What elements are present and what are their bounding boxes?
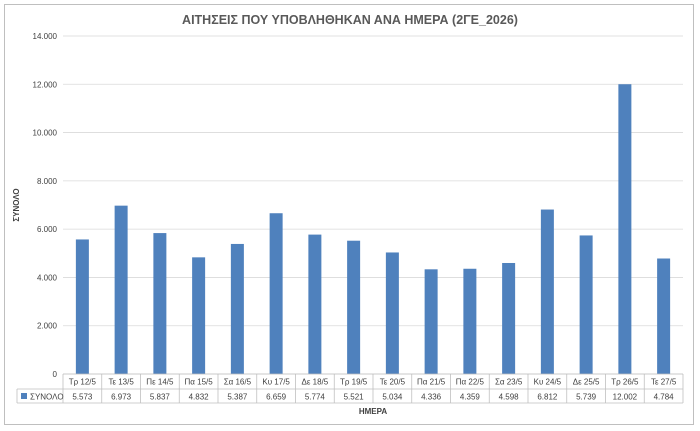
x-tick-label: Πα 15/5 [185, 378, 214, 387]
bar [424, 269, 438, 374]
data-label: 4.359 [460, 393, 481, 402]
x-tick-label: Τρ 19/5 [340, 378, 368, 387]
y-tick-label: 0 [53, 370, 58, 379]
data-label: 6.659 [266, 393, 287, 402]
x-tick-label: Τε 20/5 [380, 378, 406, 387]
bar [114, 205, 128, 374]
bar [269, 213, 283, 374]
x-tick-label: Πε 14/5 [146, 378, 174, 387]
y-tick-label: 6.000 [37, 225, 58, 234]
data-label: 6.812 [537, 393, 558, 402]
data-label: 5.774 [305, 393, 326, 402]
y-axis-ticks: 0 2.000 4.000 6.000 8.000 10.000 12.000 14.000 [33, 32, 58, 379]
x-tick-label: Πα 22/5 [456, 378, 485, 387]
y-tick-label: 4.000 [37, 273, 58, 282]
x-tick-label: Πα 21/5 [417, 378, 446, 387]
data-label: 4.832 [189, 393, 210, 402]
y-tick-label: 12.000 [33, 80, 58, 89]
y-axis-label: ΣΥΝΟΛΟ [12, 188, 21, 221]
x-tick-label: Κυ 24/5 [534, 378, 562, 387]
x-tick-label: Σα 16/5 [224, 378, 252, 387]
y-tick-label: 8.000 [37, 177, 58, 186]
bar [230, 243, 244, 374]
data-table: Τρ 12/5 5.573 Τε 13/5 6.973 Πε 14/5 5.837 Πα 1… [16, 373, 684, 404]
data-label: 4.784 [654, 393, 675, 402]
data-label: 5.034 [382, 393, 403, 402]
data-label: 4.598 [499, 393, 520, 402]
bar [579, 235, 593, 374]
y-tick-label: 2.000 [37, 322, 58, 331]
x-tick-label: Τρ 26/5 [611, 378, 639, 387]
x-axis-label: ΗΜΕΡΑ [359, 407, 388, 416]
bar [385, 252, 399, 374]
x-tick-label: Τε 13/5 [108, 378, 134, 387]
data-label: 5.837 [150, 393, 171, 402]
data-label: 5.521 [344, 393, 365, 402]
bar [347, 240, 361, 374]
bar [540, 209, 554, 374]
data-label: 5.573 [72, 393, 93, 402]
bar [308, 234, 322, 374]
x-tick-label: Τρ 12/5 [69, 378, 97, 387]
chart-title: ΑΙΤΗΣΕΙΣ ΠΟΥ ΥΠΟΒΛΗΘΗΚΑΝ ΑΝΑ ΗΜΕΡΑ (2ΓΕ_… [182, 13, 518, 27]
bar [192, 257, 206, 374]
bar [75, 239, 89, 374]
legend-label: ΣΥΝΟΛΟ [30, 393, 64, 402]
legend-swatch [21, 393, 27, 399]
data-label: 5.739 [576, 393, 597, 402]
bar [153, 233, 167, 374]
data-label: 6.973 [111, 393, 132, 402]
y-tick-label: 14.000 [33, 32, 58, 41]
bars [75, 84, 671, 374]
x-tick-label: Τε 27/5 [651, 378, 677, 387]
x-tick-label: Δε 25/5 [573, 378, 600, 387]
data-label: 5.387 [227, 393, 248, 402]
x-tick-label: Δε 18/5 [302, 378, 329, 387]
x-tick-label: Κυ 17/5 [262, 378, 290, 387]
bar [463, 268, 477, 374]
bar [502, 262, 516, 374]
data-label: 4.336 [421, 393, 442, 402]
x-tick-label: Σα 23/5 [495, 378, 523, 387]
data-label: 12.002 [613, 393, 638, 402]
bar [618, 84, 632, 374]
y-tick-label: 10.000 [33, 129, 58, 138]
bar [657, 258, 671, 374]
